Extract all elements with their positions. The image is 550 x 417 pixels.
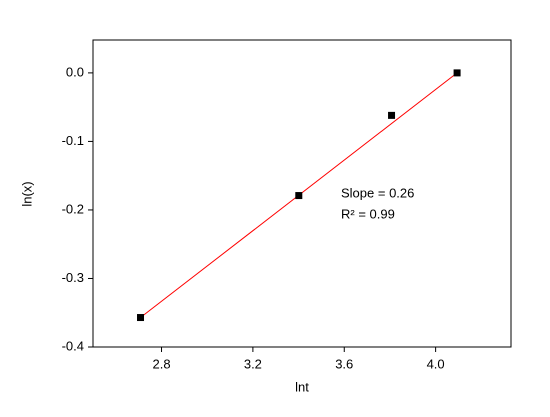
point (295, 192, 303, 200)
x-axis-label: lnt (295, 379, 309, 394)
annotation: Slope = 0.26 (341, 185, 414, 200)
y-axis-label: ln(x) (19, 181, 34, 206)
y-tick-label: 0.0 (66, 64, 84, 79)
point (137, 314, 145, 322)
y-tick-label: -0.2 (62, 201, 84, 216)
x-tick-label: 3.6 (335, 356, 353, 371)
y-tick-label: -0.3 (62, 270, 84, 285)
annotation: R² = 0.99 (341, 206, 395, 221)
y-tick-label: -0.1 (62, 133, 84, 148)
plot-frame (92, 39, 512, 348)
x-tick-label: 4.0 (427, 356, 445, 371)
point (453, 69, 461, 77)
x-tick-label: 2.8 (152, 356, 170, 371)
point (388, 111, 396, 119)
x-tick-label: 3.2 (244, 356, 262, 371)
y-tick-label: -0.4 (62, 338, 84, 353)
